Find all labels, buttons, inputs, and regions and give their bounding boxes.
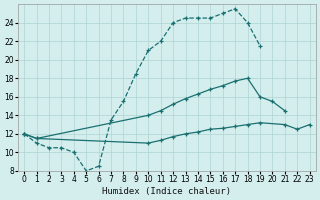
X-axis label: Humidex (Indice chaleur): Humidex (Indice chaleur) xyxy=(102,187,231,196)
